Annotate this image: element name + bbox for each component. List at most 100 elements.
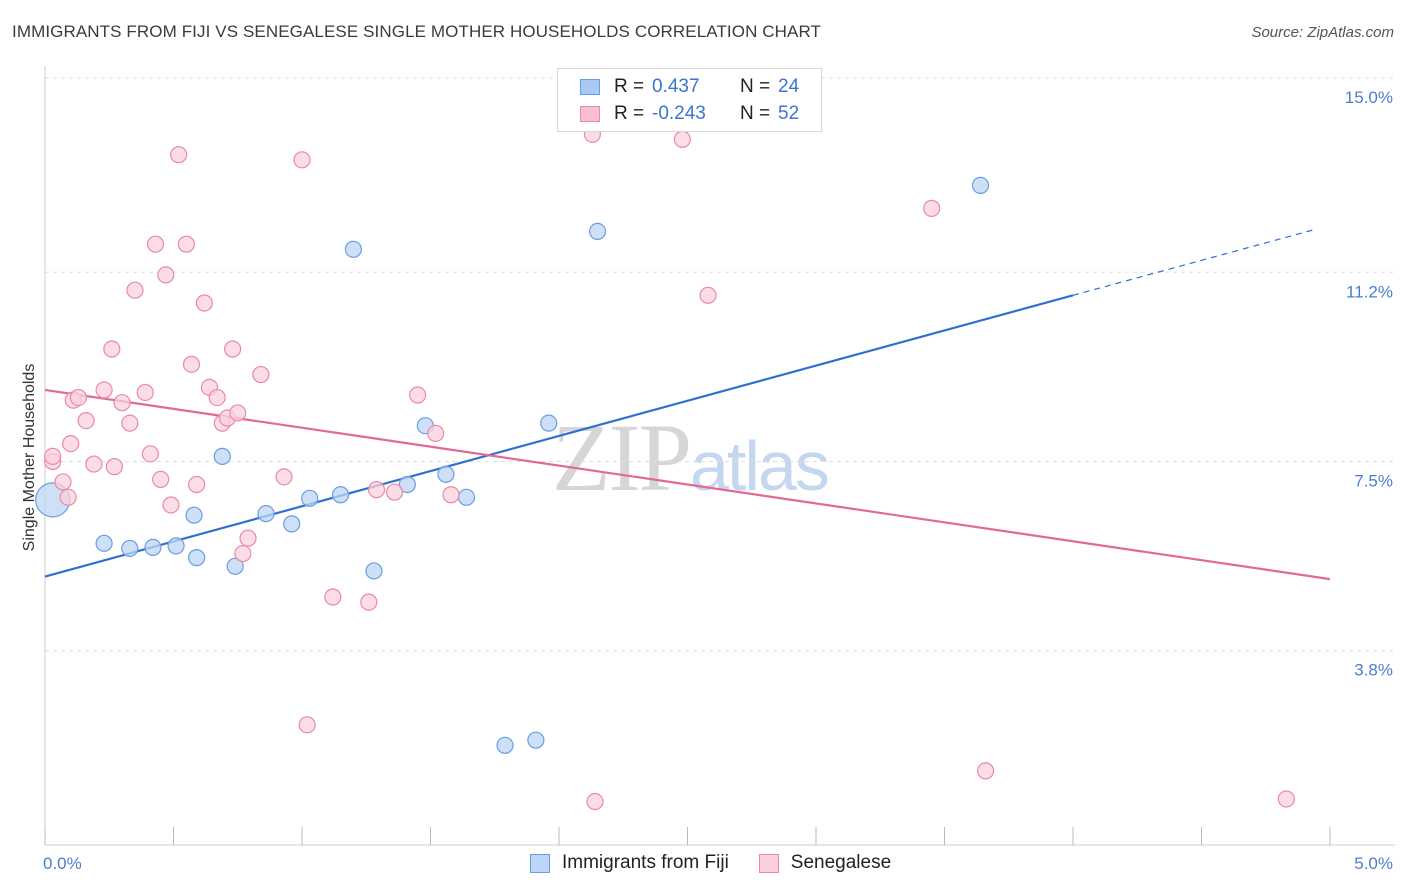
senegalese-point	[699, 286, 717, 304]
legend-n-value: 24	[778, 76, 800, 97]
senegalese-point	[673, 130, 691, 148]
legend-swatch-senegalese	[758, 853, 779, 873]
axes	[44, 66, 1395, 846]
senegalese-point	[157, 266, 175, 284]
fiji-point	[121, 539, 139, 558]
legend-r-value: 0.437	[652, 76, 700, 97]
fiji-point	[331, 486, 350, 504]
senegalese-point	[177, 235, 195, 253]
fiji-point	[185, 506, 203, 524]
senegalese-point	[152, 470, 170, 488]
fiji-point	[540, 414, 558, 432]
y-tick-label: 3.8%	[1354, 661, 1393, 680]
legend-row-senegalese: R = -0.243 N = 52	[580, 101, 799, 127]
y-axis-label: Single Mother Households	[21, 364, 38, 552]
fiji-point	[971, 176, 990, 194]
fiji-point	[365, 562, 383, 580]
fiji-point	[344, 240, 362, 258]
watermark-zip: ZIP	[552, 404, 692, 511]
senegalese-point	[136, 383, 154, 402]
senegalese-point	[113, 394, 131, 412]
senegalese-point	[188, 475, 206, 494]
fiji-point	[527, 731, 545, 749]
legend-r-label: R =	[614, 76, 645, 97]
series-legend: Immigrants from Fiji Senegalese	[530, 852, 921, 874]
fiji-point	[398, 475, 416, 494]
senegalese-point	[95, 381, 113, 399]
senegalese-point	[62, 435, 80, 453]
senegalese-point	[170, 146, 188, 164]
senegalese-point	[360, 593, 378, 611]
senegalese-point	[275, 468, 293, 486]
legend-label-fiji: Immigrants from Fiji	[562, 852, 729, 873]
senegalese-point	[427, 424, 445, 442]
fiji-point	[95, 534, 113, 552]
grid-lines	[45, 77, 1395, 652]
senegalese-trend-line	[44, 388, 1331, 581]
senegalese-point	[385, 483, 404, 501]
watermark: ZIPatlas	[552, 402, 830, 513]
senegalese-point	[182, 355, 201, 373]
senegalese-point	[195, 294, 213, 312]
stats-legend: R = 0.437 N = 24 R = -0.243 N = 52	[557, 68, 822, 132]
fiji-point	[188, 549, 206, 567]
senegalese-point	[234, 544, 252, 563]
legend-swatch-fiji	[580, 79, 600, 95]
fiji-point	[213, 447, 231, 465]
fiji-point	[226, 557, 244, 575]
fiji-point	[496, 736, 514, 754]
senegalese-point	[146, 235, 165, 253]
senegalese-point	[44, 447, 62, 465]
fiji-point	[301, 489, 319, 507]
senegalese-point	[229, 404, 247, 422]
legend-n-label: N =	[740, 76, 771, 97]
senegalese-point	[409, 386, 427, 404]
senegalese-point	[293, 151, 311, 169]
data-points	[35, 125, 1295, 811]
senegalese-point	[367, 481, 386, 499]
y-tick-label: 11.2%	[1346, 282, 1393, 301]
senegalese-point	[442, 486, 460, 504]
senegalese-point	[59, 488, 77, 506]
fiji-point	[144, 538, 162, 557]
y-tick-label: 7.5%	[1354, 472, 1393, 491]
senegalese-point	[69, 388, 88, 407]
senegalese-point	[121, 414, 139, 432]
fiji-point	[437, 465, 455, 483]
legend-n-label: N =	[740, 103, 771, 124]
legend-swatch-fiji	[530, 853, 550, 873]
watermark-atlas: atlas	[690, 427, 830, 505]
fiji-point	[283, 515, 301, 533]
axis-labels: 3.8% 7.5% 11.2% 15.0% 0.0% 5.0% Single Mother …	[21, 88, 1393, 873]
legend-item-fiji[interactable]: Immigrants from Fiji	[530, 852, 729, 874]
senegalese-point	[54, 473, 72, 491]
senegalese-point	[252, 365, 270, 384]
senegalese-point	[224, 340, 242, 358]
senegalese-point	[208, 388, 226, 407]
x-tick-label: 0.0%	[43, 854, 82, 873]
fiji-point	[588, 222, 607, 240]
senegalese-point	[105, 458, 123, 476]
fiji-point	[457, 488, 476, 506]
trend-lines	[44, 228, 1331, 581]
fiji-trend-line	[44, 294, 1074, 578]
legend-n-value: 52	[778, 103, 800, 124]
legend-label-senegalese: Senegalese	[790, 852, 892, 873]
senegalese-point	[1277, 790, 1295, 808]
legend-item-senegalese[interactable]: Senegalese	[758, 852, 892, 874]
source-label: Source: ZipAtlas.com	[1251, 24, 1394, 41]
senegalese-point	[85, 455, 103, 473]
senegalese-point	[586, 792, 604, 811]
senegalese-point	[126, 281, 144, 299]
y-tick-label: 15.0%	[1345, 88, 1393, 107]
senegalese-point	[162, 496, 180, 514]
legend-r-value: -0.243	[652, 103, 706, 124]
x-tick-label: 5.0%	[1354, 854, 1393, 873]
chart-title: IMMIGRANTS FROM FIJI VS SENEGALESE SINGL…	[12, 22, 822, 41]
senegalese-point	[77, 411, 95, 430]
senegalese-point	[239, 529, 257, 547]
senegalese-point	[923, 199, 941, 217]
senegalese-point	[103, 340, 121, 358]
legend-r-label: R =	[614, 103, 645, 124]
